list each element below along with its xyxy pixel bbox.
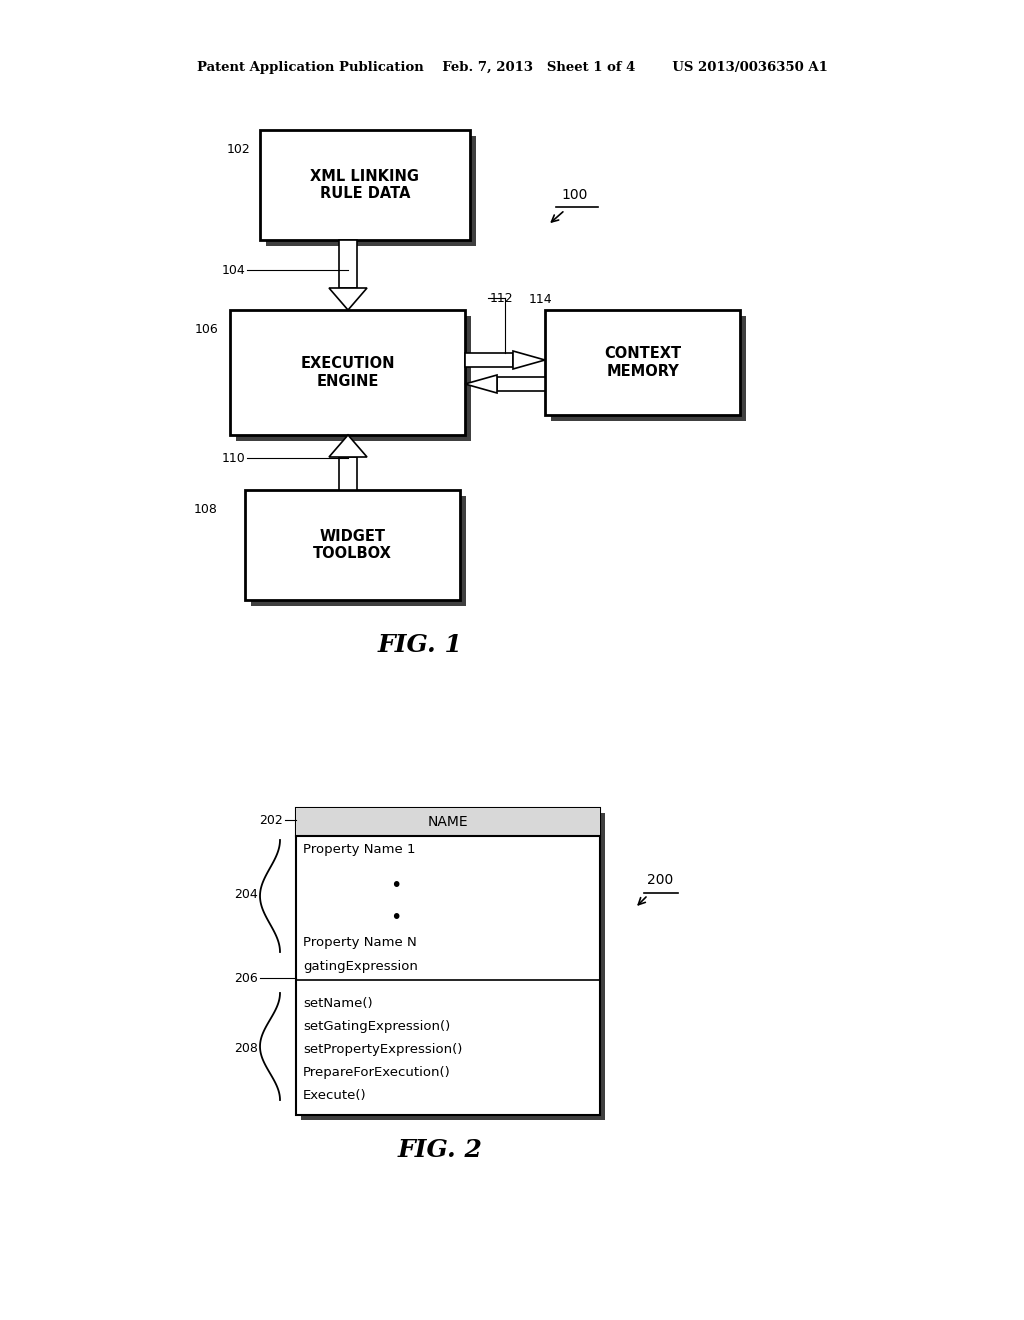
Text: FIG. 1: FIG. 1 bbox=[378, 634, 463, 657]
Text: Execute(): Execute() bbox=[303, 1089, 367, 1102]
Text: Patent Application Publication    Feb. 7, 2013   Sheet 1 of 4        US 2013/003: Patent Application Publication Feb. 7, 2… bbox=[197, 62, 827, 74]
Polygon shape bbox=[329, 288, 367, 310]
Text: setGatingExpression(): setGatingExpression() bbox=[303, 1020, 451, 1034]
Text: XML LINKING
RULE DATA: XML LINKING RULE DATA bbox=[310, 169, 420, 201]
Bar bbox=[236, 315, 471, 441]
Bar bbox=[545, 310, 740, 414]
Text: 106: 106 bbox=[195, 323, 218, 337]
Bar bbox=[245, 490, 460, 601]
Text: 204: 204 bbox=[234, 888, 258, 902]
Text: 112: 112 bbox=[490, 292, 514, 305]
Bar bbox=[551, 315, 746, 421]
Bar bbox=[497, 378, 545, 391]
Bar bbox=[296, 808, 600, 836]
Text: •: • bbox=[390, 908, 401, 927]
Text: 110: 110 bbox=[221, 451, 245, 465]
Text: Property Name N: Property Name N bbox=[303, 936, 417, 949]
Text: 100: 100 bbox=[562, 187, 588, 202]
Polygon shape bbox=[329, 436, 367, 457]
Text: EXECUTION
ENGINE: EXECUTION ENGINE bbox=[300, 356, 394, 388]
Polygon shape bbox=[513, 351, 545, 370]
Text: NAME: NAME bbox=[428, 814, 468, 829]
Bar bbox=[260, 129, 470, 240]
Bar bbox=[296, 808, 600, 1115]
Text: 208: 208 bbox=[234, 1041, 258, 1055]
Text: WIDGET
TOOLBOX: WIDGET TOOLBOX bbox=[313, 529, 392, 561]
Text: setPropertyExpression(): setPropertyExpression() bbox=[303, 1043, 463, 1056]
Bar bbox=[465, 352, 513, 367]
Text: 104: 104 bbox=[221, 264, 245, 276]
Text: setName(): setName() bbox=[303, 997, 373, 1010]
Text: 206: 206 bbox=[234, 972, 258, 985]
Bar bbox=[301, 813, 605, 1119]
Text: PrepareForExecution(): PrepareForExecution() bbox=[303, 1067, 451, 1078]
Bar bbox=[339, 240, 357, 288]
Text: 200: 200 bbox=[647, 873, 673, 887]
Polygon shape bbox=[465, 375, 497, 393]
Text: 114: 114 bbox=[528, 293, 552, 306]
Text: gatingExpression: gatingExpression bbox=[303, 960, 418, 973]
Text: FIG. 2: FIG. 2 bbox=[397, 1138, 482, 1162]
Text: 202: 202 bbox=[259, 813, 283, 826]
Bar bbox=[251, 496, 466, 606]
Text: 108: 108 bbox=[195, 503, 218, 516]
Text: 102: 102 bbox=[226, 143, 250, 156]
Bar bbox=[339, 457, 357, 490]
Text: CONTEXT
MEMORY: CONTEXT MEMORY bbox=[604, 346, 681, 379]
Text: •: • bbox=[390, 876, 401, 895]
Bar bbox=[266, 136, 476, 246]
Text: Property Name 1: Property Name 1 bbox=[303, 843, 416, 855]
Bar bbox=[230, 310, 465, 436]
